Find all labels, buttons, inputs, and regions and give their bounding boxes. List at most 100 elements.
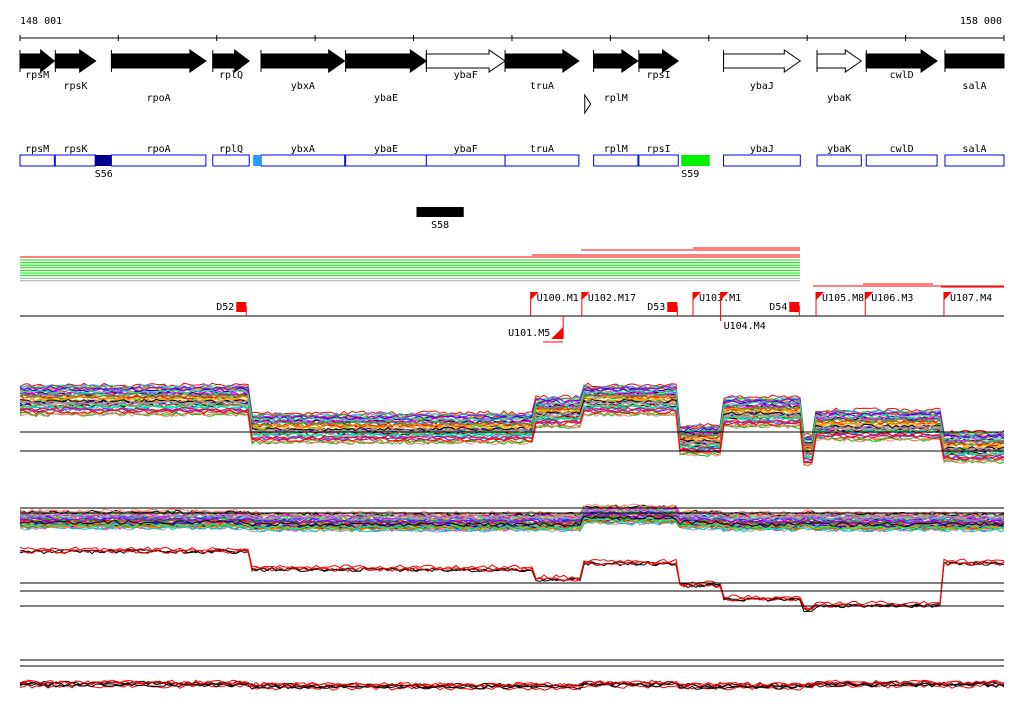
gene-box bbox=[54, 154, 97, 167]
flag-label: D52 bbox=[216, 302, 234, 313]
gene-arrow bbox=[260, 49, 346, 73]
gene-arrow bbox=[593, 49, 639, 73]
gene-arrow bbox=[110, 49, 207, 73]
gene-label: rpoA bbox=[147, 93, 171, 104]
gene-arrow bbox=[425, 49, 506, 73]
gene-box-track: rpsM rpsK rpoA rplQ ybxA ybaE ybaF truA rplM rpsI… bbox=[19, 144, 1005, 180]
gene-box bbox=[944, 154, 1005, 167]
flag-marker bbox=[581, 292, 590, 300]
profile-line bbox=[19, 507, 1005, 520]
gene-box-label: cwlD bbox=[890, 144, 914, 155]
profile-line bbox=[19, 388, 1005, 442]
profile-line bbox=[19, 517, 1005, 530]
gene-arrow bbox=[19, 48, 56, 74]
gene-arrow bbox=[723, 49, 802, 73]
profile-line bbox=[19, 508, 1005, 521]
box-marker bbox=[253, 155, 262, 166]
gene-box bbox=[504, 154, 580, 167]
flag-label: U101.M5 bbox=[508, 328, 550, 339]
flag-marker bbox=[236, 302, 247, 312]
box-marker bbox=[94, 155, 112, 166]
gene-label: rplQ bbox=[219, 70, 243, 81]
profile-line-red bbox=[19, 409, 1005, 464]
gene-label: cwlD bbox=[890, 70, 914, 81]
flag-label: D53 bbox=[647, 302, 665, 313]
flag-marker bbox=[943, 292, 952, 300]
profile-line bbox=[19, 515, 1005, 528]
flag-marker bbox=[789, 302, 800, 312]
gene-arrow bbox=[638, 49, 680, 73]
gene-label: ybaF bbox=[454, 70, 478, 81]
gene-label: rpsM bbox=[25, 70, 49, 81]
flag-label: U107.M4 bbox=[950, 293, 992, 304]
gene-box-label: rpsM bbox=[25, 144, 49, 155]
flag-label: U106.M3 bbox=[871, 293, 913, 304]
axis-start-label: 148 001 bbox=[20, 16, 62, 27]
axis-end-label: 158 000 bbox=[960, 16, 1002, 27]
flag-marker bbox=[667, 302, 678, 312]
box-marker-label: S56 bbox=[95, 169, 113, 180]
gene-arrow bbox=[345, 49, 428, 73]
coordinate-axis bbox=[19, 35, 1005, 41]
profile-line-red bbox=[19, 406, 1005, 461]
profile-line-dark bbox=[19, 548, 1005, 610]
box-marker-label: S59 bbox=[681, 169, 699, 180]
gene-arrow bbox=[54, 49, 97, 73]
gene-box bbox=[425, 154, 506, 167]
gene-box-label: ybaK bbox=[827, 144, 851, 155]
profile-line-bottom bbox=[19, 679, 1005, 687]
gene-box bbox=[260, 154, 346, 167]
gene-box-label: rplM bbox=[604, 144, 628, 155]
gene-arrow bbox=[816, 49, 863, 73]
gene-label: truA bbox=[530, 81, 554, 92]
gene-label: rpsI bbox=[647, 70, 671, 81]
gene-box bbox=[865, 154, 938, 167]
gene-label: salA bbox=[962, 81, 986, 92]
gene-label: ybaE bbox=[374, 93, 398, 104]
gene-box bbox=[723, 154, 801, 167]
segment-bar bbox=[416, 207, 464, 217]
profile-line-dark bbox=[19, 546, 1005, 610]
gene-box bbox=[110, 154, 207, 167]
box-marker bbox=[681, 155, 710, 166]
profile-line bbox=[19, 395, 1005, 449]
flag-marker bbox=[551, 327, 564, 339]
gene-box bbox=[638, 154, 679, 167]
gene-box-label: ybxA bbox=[291, 144, 315, 155]
flag-track: D52U100.M1U102.M17D53U103.M1U104.M4D54U1… bbox=[20, 292, 1004, 343]
profile-line bbox=[19, 385, 1005, 439]
gene-box-label: rplQ bbox=[219, 144, 243, 155]
gene-label: ybaJ bbox=[750, 81, 774, 92]
gene-box bbox=[212, 154, 250, 167]
gene-box bbox=[19, 154, 55, 167]
gene-box-label: rpoA bbox=[147, 144, 171, 155]
profile-line bbox=[19, 400, 1005, 454]
profile-line bbox=[19, 384, 1005, 440]
gene-arrow bbox=[212, 48, 251, 74]
feature-lines-track bbox=[20, 247, 1004, 288]
flag-label: U104.M4 bbox=[724, 321, 766, 332]
gene-track: rpsM rpsK rpoA rplQ ybxA ybaE ybaF truA rplM rpsI… bbox=[19, 48, 1005, 115]
flag-label: U102.M17 bbox=[588, 293, 636, 304]
gene-box-label: rpsK bbox=[63, 144, 87, 155]
gene-box-label: ybaE bbox=[374, 144, 398, 155]
gene-arrow bbox=[944, 53, 1005, 69]
profile-line bbox=[19, 512, 1005, 525]
gene-arrow bbox=[865, 49, 938, 73]
gene-box bbox=[345, 154, 427, 167]
segment-track: S58 bbox=[416, 207, 464, 231]
flag-marker bbox=[720, 292, 729, 300]
small-feature-arrow bbox=[584, 93, 592, 115]
flag-label: D54 bbox=[769, 302, 787, 313]
gene-label: ybxA bbox=[291, 81, 315, 92]
flag-label: U105.M8 bbox=[822, 293, 864, 304]
gene-arrow bbox=[504, 49, 580, 73]
profile-line bbox=[19, 386, 1005, 442]
profile-line bbox=[19, 410, 1005, 465]
flag-marker bbox=[530, 292, 539, 300]
profile-line bbox=[19, 391, 1005, 446]
gene-box-label: ybaJ bbox=[750, 144, 774, 155]
flag-marker bbox=[816, 292, 825, 300]
